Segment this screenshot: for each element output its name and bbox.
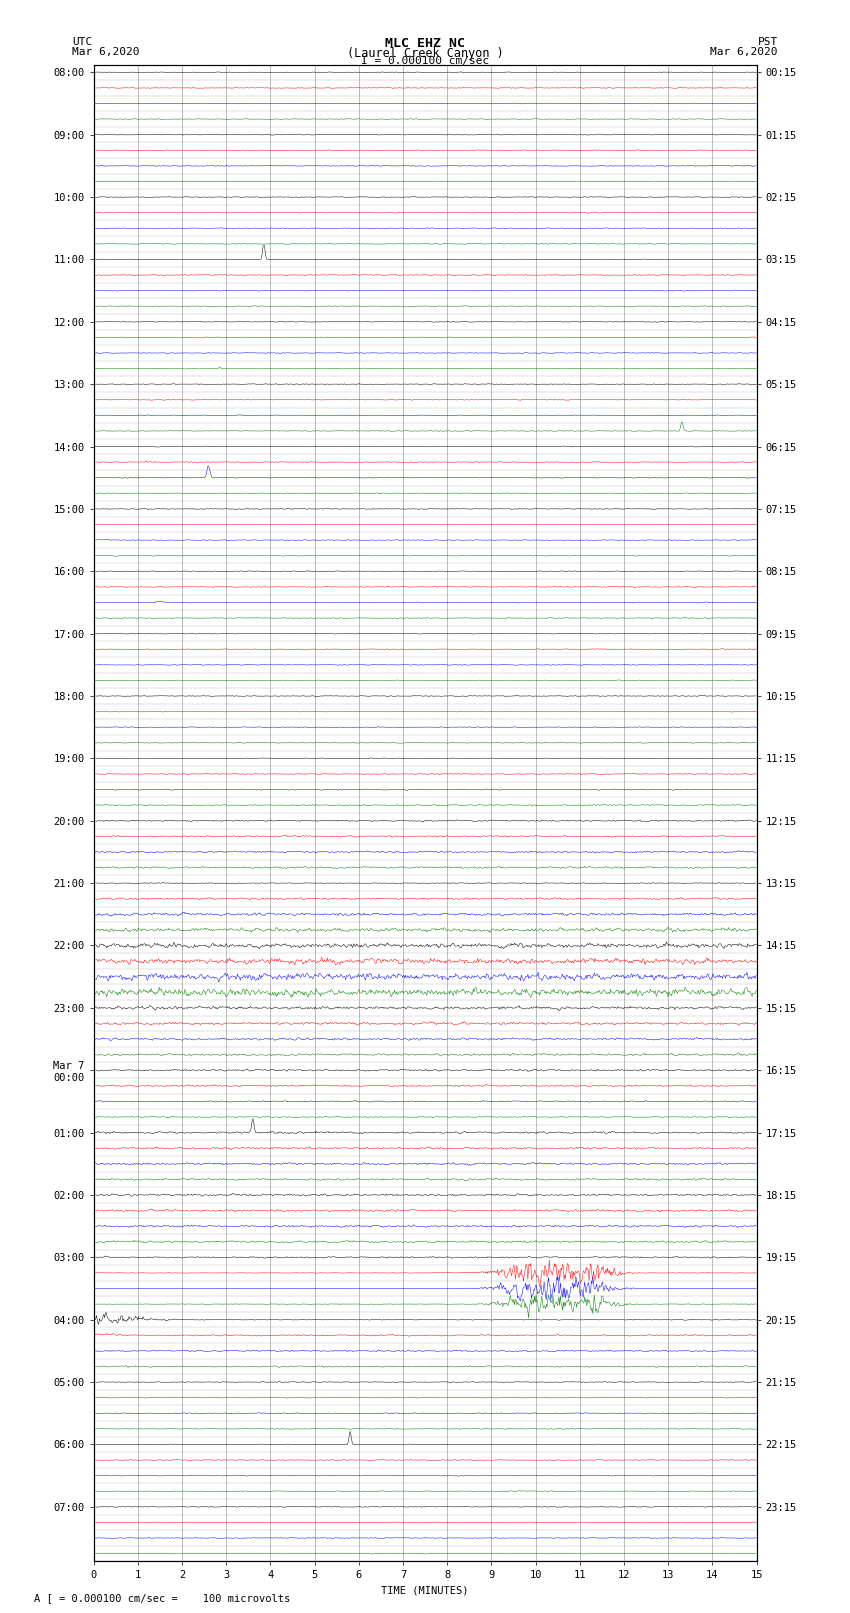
Text: I = 0.000100 cm/sec: I = 0.000100 cm/sec (361, 56, 489, 66)
Text: UTC: UTC (72, 37, 93, 47)
Text: Mar 6,2020: Mar 6,2020 (72, 47, 139, 56)
Text: PST: PST (757, 37, 778, 47)
Text: Mar 6,2020: Mar 6,2020 (711, 47, 778, 56)
Text: A [ = 0.000100 cm/sec =    100 microvolts: A [ = 0.000100 cm/sec = 100 microvolts (34, 1594, 290, 1603)
X-axis label: TIME (MINUTES): TIME (MINUTES) (382, 1586, 468, 1595)
Text: (Laurel Creek Canyon ): (Laurel Creek Canyon ) (347, 47, 503, 60)
Text: MLC EHZ NC: MLC EHZ NC (385, 37, 465, 50)
